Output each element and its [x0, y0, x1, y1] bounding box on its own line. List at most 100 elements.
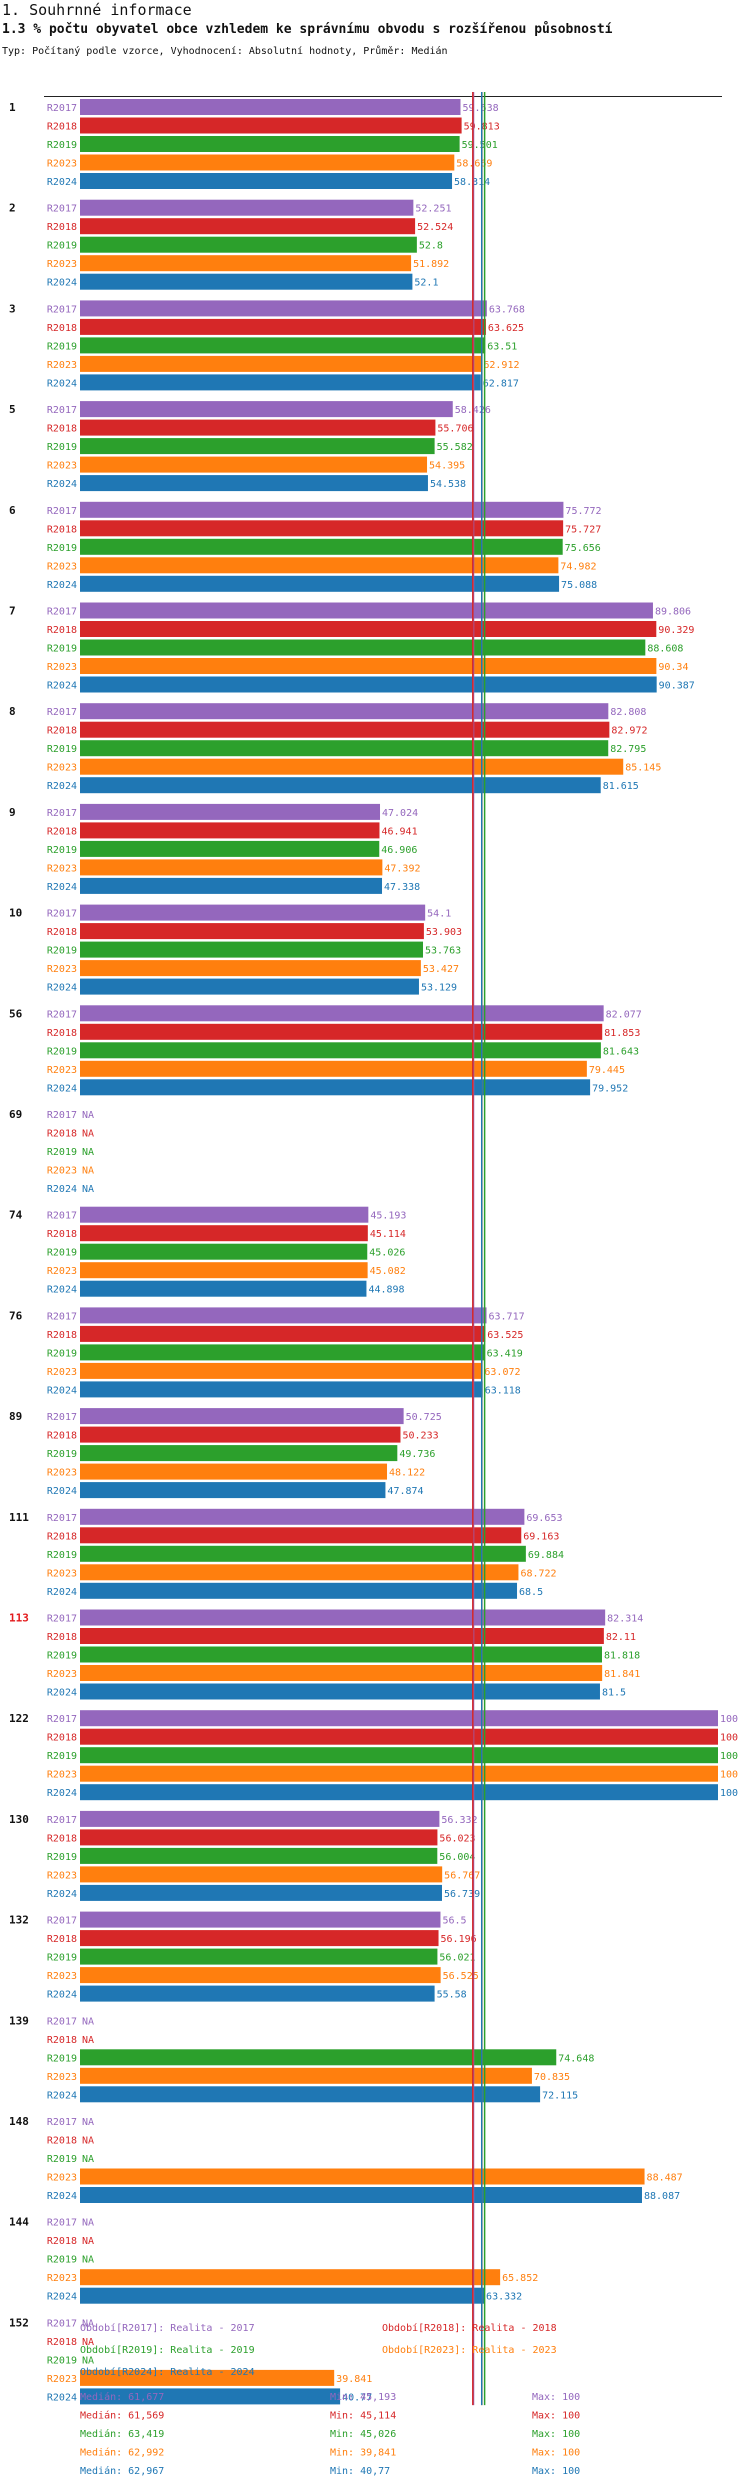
value-label: 54.538	[430, 479, 466, 490]
series-label: R2017	[47, 506, 77, 517]
category-label: 6	[9, 504, 16, 517]
bar	[80, 904, 426, 921]
series-label: R2019	[47, 644, 77, 655]
bar	[80, 758, 624, 775]
value-label: NA	[82, 1184, 94, 1195]
value-label: 69.653	[526, 1513, 562, 1524]
value-label: 53.903	[426, 927, 462, 938]
bar	[80, 1646, 602, 1663]
stat-max: Max: 100	[532, 2392, 580, 2403]
bar	[80, 273, 413, 290]
value-label: 88.487	[647, 2173, 683, 2184]
value-label: 50.725	[406, 1412, 442, 1423]
series-label: R2017	[47, 405, 77, 416]
bar	[80, 1060, 587, 1077]
series-label: R2019	[47, 341, 77, 352]
value-label: 68.722	[520, 1568, 556, 1579]
bar	[80, 1728, 718, 1745]
category-label: 1	[9, 101, 16, 114]
series-label: R2019	[47, 1248, 77, 1259]
subtitle-type: Počítaný podle vzorce	[32, 46, 159, 57]
series-label: R2023	[47, 662, 77, 673]
bar	[80, 1683, 600, 1700]
bar	[80, 1948, 438, 1965]
series-label: R2023	[47, 2072, 77, 2083]
value-label: 45.026	[369, 1248, 405, 1259]
value-label: NA	[82, 1147, 94, 1158]
series-label: R2024	[47, 1587, 77, 1598]
series-label: R2023	[47, 2374, 77, 2385]
series-label: R2017	[47, 1614, 77, 1625]
stat-min: Min: 40,77	[330, 2466, 390, 2477]
series-label: R2018	[47, 2236, 77, 2247]
bar	[80, 1527, 522, 1544]
bar	[80, 740, 609, 757]
stat-min: Min: 39,841	[330, 2448, 396, 2459]
series-label: R2023	[47, 1166, 77, 1177]
bar	[80, 99, 461, 115]
category-label: 152	[9, 2316, 29, 2329]
category-label: 10	[9, 907, 22, 920]
value-label: 56.021	[439, 1953, 475, 1964]
bar	[80, 1784, 718, 1801]
series-label: R2018	[47, 122, 77, 133]
series-label: R2019	[47, 543, 77, 554]
value-label: 63.332	[486, 2292, 522, 2303]
series-label: R2018	[47, 726, 77, 737]
bar	[80, 1628, 604, 1644]
value-label: 56.5	[442, 1916, 466, 1927]
category-label: 5	[9, 403, 16, 416]
value-label: 56.332	[441, 1815, 477, 1826]
bar	[80, 621, 657, 637]
series-label: R2024	[47, 2392, 77, 2403]
series-label: R2023	[47, 863, 77, 874]
bar	[80, 877, 383, 894]
series-label: R2019	[47, 2154, 77, 2165]
value-label: 44.898	[368, 1285, 404, 1296]
bar	[80, 575, 560, 592]
series-label: R2023	[47, 561, 77, 572]
category-label: 111	[9, 1511, 29, 1524]
bar	[80, 2067, 532, 2084]
value-label: 47.392	[384, 863, 420, 874]
bar	[80, 2086, 541, 2103]
series-label: R2023	[47, 1669, 77, 1680]
category-label: 76	[9, 1309, 23, 1322]
series-label: R2017	[47, 1311, 77, 1322]
bar	[80, 703, 609, 720]
value-label: 90.34	[658, 662, 688, 673]
series-label: R2017	[47, 607, 77, 618]
bar	[80, 1985, 435, 2002]
value-label: NA	[82, 2337, 94, 2348]
category-label: 113	[9, 1612, 29, 1625]
stat-min: Min: 45,193	[330, 2392, 396, 2403]
bar	[80, 438, 435, 455]
bar	[80, 840, 380, 857]
value-label: 52.251	[415, 204, 451, 215]
value-label: 56.525	[443, 1971, 479, 1982]
series-label: R2018	[47, 1531, 77, 1542]
value-label: NA	[82, 2355, 94, 2366]
value-label: 81.818	[604, 1651, 640, 1662]
section-title: 1. Souhrnné informace	[2, 1, 192, 19]
value-label: 100	[720, 1770, 738, 1781]
series-label: R2019	[47, 1751, 77, 1762]
series-label: R2019	[47, 241, 77, 252]
series-label: R2018	[47, 2136, 77, 2147]
series-label: R2017	[47, 707, 77, 718]
value-label: 45.082	[370, 1266, 406, 1277]
bar	[80, 1884, 442, 1901]
stat-max: Max: 100	[532, 2448, 580, 2459]
value-label: 75.656	[565, 543, 601, 554]
subtitle-eval: Absolutní hodnoty	[248, 46, 352, 57]
bar	[80, 1866, 443, 1883]
series-label: R2023	[47, 259, 77, 270]
value-label: 47.024	[382, 808, 418, 819]
bar	[80, 501, 564, 518]
bar	[80, 602, 653, 619]
bar	[80, 154, 455, 171]
bar	[80, 941, 424, 958]
series-label: R2018	[47, 1229, 77, 1240]
stat-max: Max: 100	[532, 2411, 580, 2422]
bar	[80, 960, 421, 977]
